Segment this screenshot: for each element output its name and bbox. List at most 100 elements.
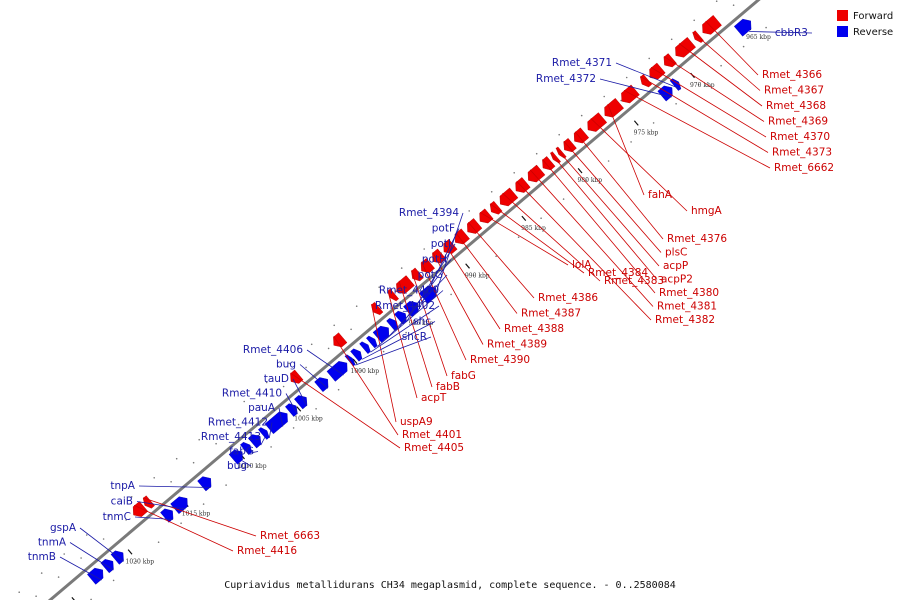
gene-label[interactable]: Rmet_4370: [770, 131, 830, 143]
forward-gene-14[interactable]: [527, 164, 546, 183]
forward-gene-31[interactable]: [132, 501, 149, 517]
forward-gene-5[interactable]: [640, 74, 653, 88]
gene-label[interactable]: pauA: [248, 402, 276, 414]
gene-label[interactable]: Rmet_4406: [243, 344, 303, 356]
forward-gene-16[interactable]: [499, 187, 519, 207]
scale-tick-label: 1005 kbp: [294, 415, 323, 422]
gene-label[interactable]: Rmet_4389: [487, 339, 547, 351]
forward-gene-13[interactable]: [542, 156, 556, 171]
reverse-gene-9[interactable]: [359, 341, 371, 354]
gene-label[interactable]: Rmet_4401: [402, 429, 462, 441]
gene-label[interactable]: bug: [227, 460, 247, 472]
forward-gene-22[interactable]: [432, 248, 447, 264]
forward-gene-28[interactable]: [333, 332, 348, 348]
gene-label[interactable]: potI: [431, 238, 451, 250]
reverse-gene-18[interactable]: [247, 434, 262, 449]
reverse-gene-14[interactable]: [294, 395, 308, 410]
gene-label[interactable]: Rmet_4381: [657, 301, 717, 313]
gene-label[interactable]: Rmet_4405: [404, 442, 464, 454]
gene-label[interactable]: tnmC: [103, 511, 131, 523]
gene-label[interactable]: Rmet_4376: [667, 233, 727, 245]
gene-label[interactable]: potH: [422, 254, 447, 266]
gene-label[interactable]: Rmet_4410: [222, 388, 282, 400]
gene-label[interactable]: cbbR3: [775, 27, 808, 39]
gene-label[interactable]: fabG: [229, 446, 254, 458]
gene-label[interactable]: Rmet_4402: [375, 300, 435, 312]
gene-label[interactable]: Rmet_4368: [766, 100, 826, 112]
gene-label[interactable]: Rmet_4388: [504, 323, 564, 335]
gene-label[interactable]: fabG: [451, 370, 476, 382]
reverse-gene-22[interactable]: [170, 496, 188, 515]
gene-label[interactable]: Rmet_4413: [201, 431, 261, 443]
gene-label[interactable]: Rmet_4383: [604, 275, 664, 287]
guide-dot: [220, 419, 223, 422]
gene-label[interactable]: Rmet_4390: [470, 354, 530, 366]
guide-dot: [310, 343, 313, 346]
gene-label[interactable]: tnmB: [28, 551, 56, 563]
gene-label[interactable]: gspA: [50, 522, 77, 534]
gene-leader-line: [467, 222, 535, 299]
gene-label[interactable]: Rmet_4380: [659, 287, 719, 299]
forward-gene-15[interactable]: [515, 177, 531, 193]
forward-gene-25[interactable]: [396, 275, 415, 294]
gene-label[interactable]: Rmet_6662: [774, 162, 834, 174]
gene-label[interactable]: uspA9: [400, 416, 433, 428]
gene-label[interactable]: lolA: [572, 259, 592, 271]
forward-gene-2[interactable]: [675, 37, 696, 58]
reverse-gene-19[interactable]: [240, 441, 253, 455]
forward-gene-8[interactable]: [587, 112, 608, 132]
gene-label[interactable]: acpT: [421, 392, 447, 404]
gene-label[interactable]: tauD: [264, 373, 289, 385]
reverse-gene-20[interactable]: [228, 449, 243, 465]
reverse-gene-21[interactable]: [197, 476, 212, 492]
gene-label[interactable]: Rmet_4372: [536, 73, 596, 85]
gene-label[interactable]: Rmet_4382: [655, 314, 715, 326]
gene-label[interactable]: Rmet_4366: [762, 69, 822, 81]
gene-label[interactable]: shc: [413, 316, 431, 328]
gene-label[interactable]: potF: [432, 223, 455, 235]
gene-label[interactable]: Rmet_4371: [552, 57, 612, 69]
gene-label[interactable]: fahA: [648, 189, 673, 201]
gene-leader-line: [292, 378, 308, 407]
gene-label[interactable]: hmgA: [691, 205, 723, 217]
forward-gene-24[interactable]: [411, 267, 424, 282]
guide-dot: [102, 538, 105, 540]
gene-label[interactable]: Rmet_4386: [538, 292, 598, 304]
reverse-gene-8[interactable]: [366, 335, 378, 349]
gene-label[interactable]: bug: [276, 359, 296, 371]
forward-gene-7[interactable]: [604, 98, 624, 118]
gene-label[interactable]: caiB: [111, 496, 133, 508]
reverse-gene-2[interactable]: [657, 85, 673, 102]
gene-label[interactable]: tnmA: [38, 537, 67, 549]
gene-label[interactable]: shcR: [402, 331, 427, 343]
gene-label[interactable]: Rmet_4400: [379, 285, 439, 297]
guide-dot: [327, 347, 330, 350]
gene-label[interactable]: Rmet_4412: [208, 417, 268, 429]
reverse-gene-0[interactable]: [733, 18, 752, 37]
reverse-gene-17[interactable]: [258, 427, 270, 440]
gene-label[interactable]: plsC: [665, 247, 687, 259]
gene-label[interactable]: acpP2: [661, 274, 693, 286]
gene-label[interactable]: fabB: [436, 381, 460, 393]
gene-label[interactable]: Rmet_4367: [764, 85, 824, 97]
forward-gene-29[interactable]: [290, 369, 304, 384]
reverse-gene-10[interactable]: [350, 348, 363, 362]
gene-label[interactable]: Rmet_4384: [588, 267, 648, 279]
reverse-gene-12[interactable]: [326, 361, 348, 382]
forward-gene-0[interactable]: [702, 15, 722, 35]
reverse-gene-6[interactable]: [386, 318, 399, 332]
gene-label[interactable]: tnpA: [110, 480, 135, 492]
gene-label[interactable]: Rmet_4373: [772, 147, 832, 159]
gene-label[interactable]: Rmet_4394: [399, 207, 459, 219]
gene-label[interactable]: Rmet_4387: [521, 308, 581, 320]
gene-label[interactable]: Rmet_4416: [237, 545, 297, 557]
forward-gene-20[interactable]: [454, 228, 470, 245]
forward-gene-30[interactable]: [142, 495, 155, 509]
gene-label[interactable]: acpP: [663, 260, 688, 272]
reverse-gene-13[interactable]: [314, 377, 329, 393]
gene-label[interactable]: potG: [418, 269, 443, 281]
gene-label[interactable]: Rmet_4369: [768, 116, 828, 128]
forward-gene-9[interactable]: [573, 127, 590, 144]
gene-label[interactable]: Rmet_6663: [260, 530, 320, 542]
guide-dot: [535, 152, 538, 155]
